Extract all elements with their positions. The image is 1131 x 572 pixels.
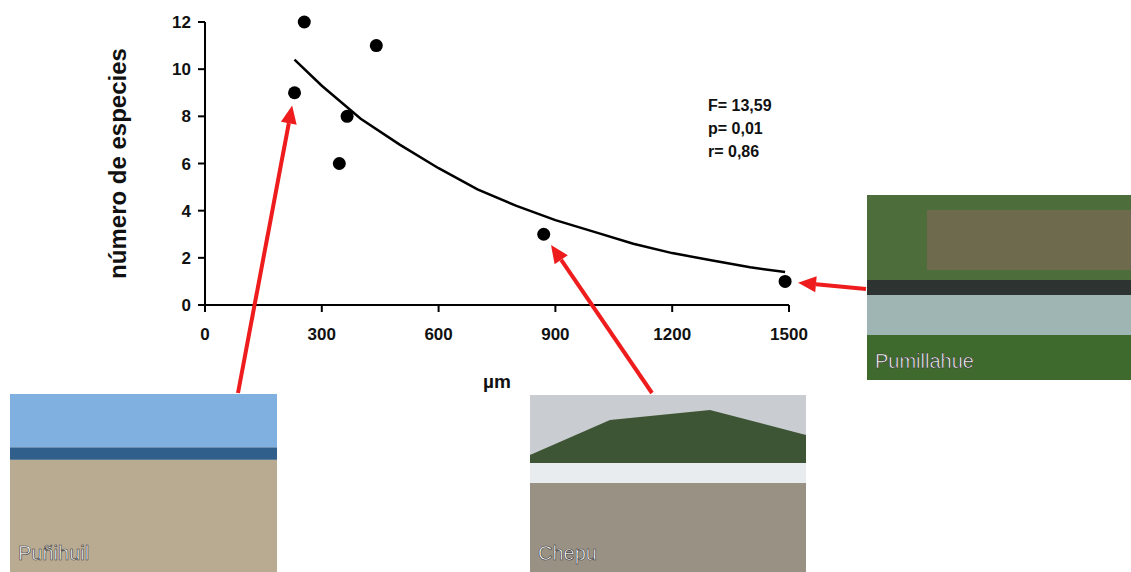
photo-label: Pumillahue [875, 350, 974, 372]
y-tick [198, 163, 205, 165]
point [288, 86, 301, 99]
x-tick [554, 305, 556, 312]
arrow [238, 123, 289, 393]
chart: 0 2 4 6 8 10 12 0 300 600 900 1200 1500 número de esp… [0, 0, 1131, 572]
photo-sea [10, 447, 277, 459]
photo-sea [867, 295, 1131, 340]
y-tick-label: 8 [182, 107, 191, 126]
y-tick-label: 2 [182, 249, 191, 268]
photo: Pumillahue [867, 195, 1131, 380]
x-axis [205, 304, 789, 306]
photo-vegetation [867, 335, 1131, 380]
point [370, 39, 383, 52]
arrow [816, 284, 866, 289]
x-tick [671, 305, 673, 312]
y-tick [198, 210, 205, 212]
point [779, 275, 792, 288]
x-tick-label: 300 [308, 325, 336, 344]
y-tick [198, 68, 205, 70]
x-tick-label: 900 [541, 325, 569, 344]
x-axis-title: µm [483, 371, 511, 392]
stat-annotation: p= 0,01 [708, 120, 763, 137]
photo-sand [530, 483, 806, 572]
arrow [561, 260, 652, 393]
photo-rock [927, 210, 1131, 270]
y-tick-label: 12 [172, 13, 191, 32]
stat-annotation: r= 0,86 [708, 143, 759, 160]
y-tick-label: 6 [182, 155, 191, 174]
arrow-head [798, 276, 817, 292]
arrow-head [281, 106, 297, 125]
y-tick [198, 21, 205, 23]
y-tick [198, 304, 205, 306]
point [298, 16, 311, 29]
point [537, 228, 550, 241]
y-axis-title: número de especies [104, 48, 131, 279]
stat-annotation: F= 13,59 [708, 97, 772, 114]
point [333, 157, 346, 170]
x-tick [438, 305, 440, 312]
photo-sky [530, 395, 806, 572]
arrow-head [551, 245, 568, 264]
y-tick-label: 10 [172, 60, 191, 79]
plot-area [288, 16, 792, 288]
y-tick-label: 0 [182, 296, 191, 315]
x-tick [204, 305, 206, 312]
photo-cliffs [867, 195, 1131, 380]
y-tick-label: 4 [182, 202, 192, 221]
y-tick [198, 115, 205, 117]
photo: Chepu [530, 395, 806, 572]
x-tick-label: 1200 [653, 325, 691, 344]
x-tick [788, 305, 790, 312]
x-tick [321, 305, 323, 312]
x-tick-label: 1500 [770, 325, 808, 344]
photo-surf [530, 463, 806, 483]
photo-sand [10, 460, 277, 572]
x-tick-label: 600 [424, 325, 452, 344]
photo-label: Puñihuil [18, 542, 89, 564]
photo-sky [10, 394, 277, 447]
photo: Puñihuil [10, 394, 277, 572]
y-tick [198, 257, 205, 259]
photo-label: Chepu [538, 542, 597, 564]
fit-curve [295, 60, 786, 272]
x-tick-label: 0 [200, 325, 209, 344]
